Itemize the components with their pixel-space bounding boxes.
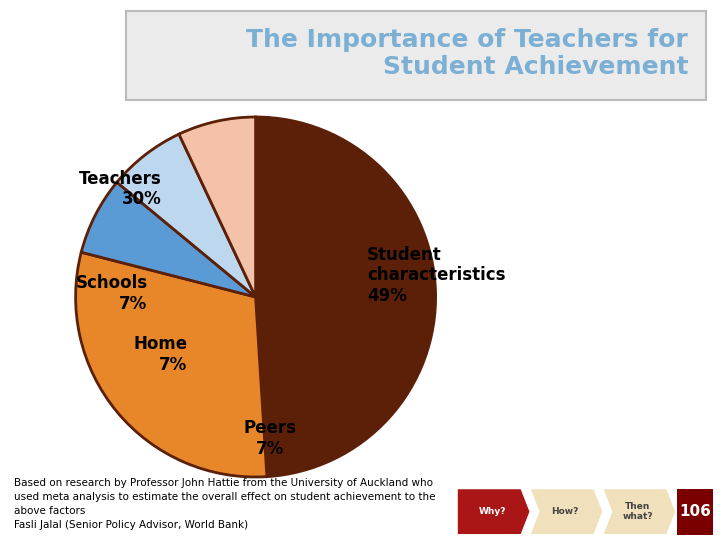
Wedge shape [256,117,436,477]
Polygon shape [457,489,530,535]
Text: Why?: Why? [478,507,506,516]
Text: Then
what?: Then what? [623,502,653,521]
Text: 106: 106 [679,504,711,519]
Text: Schools
7%: Schools 7% [76,274,148,313]
Polygon shape [530,489,603,535]
Text: Peers
7%: Peers 7% [243,420,297,458]
Text: How?: How? [552,507,579,516]
Text: Home
7%: Home 7% [133,335,187,374]
FancyBboxPatch shape [126,11,706,100]
Polygon shape [603,489,676,535]
FancyBboxPatch shape [677,489,713,535]
Wedge shape [76,252,267,477]
Wedge shape [117,134,256,297]
Text: Student
characteristics
49%: Student characteristics 49% [367,246,505,305]
Text: Teachers
30%: Teachers 30% [79,170,162,208]
Wedge shape [81,183,256,297]
Text: Based on research by Professor John Hattie from the University of Auckland who
u: Based on research by Professor John Hatt… [14,478,436,530]
Text: The Importance of Teachers for
Student Achievement: The Importance of Teachers for Student A… [246,28,688,79]
Wedge shape [179,117,256,297]
